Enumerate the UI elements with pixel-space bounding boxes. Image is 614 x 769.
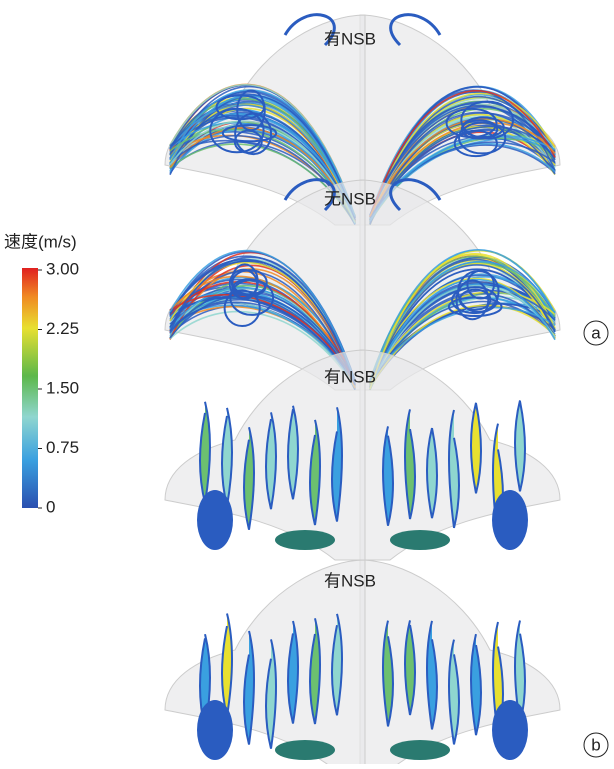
colorbar-tick-label: 2.25 (46, 319, 79, 338)
panel-label: 有NSB (324, 571, 376, 590)
panel-letter: b (591, 735, 600, 754)
panel-label: 有NSB (324, 29, 376, 48)
panel-letter: a (591, 323, 601, 342)
slice (492, 700, 528, 760)
slice (197, 490, 233, 550)
colorbar-tick-label: 3.00 (46, 259, 79, 278)
slice (197, 700, 233, 760)
slice (275, 740, 335, 760)
slice (275, 530, 335, 550)
nasal-cavity (165, 560, 365, 764)
colorbar-title: 速度(m/s) (4, 232, 77, 251)
slice (390, 530, 450, 550)
nasal-cavity (360, 350, 560, 560)
panel-label: 有NSB (324, 367, 376, 386)
nasal-cavity (360, 560, 560, 764)
colorbar-tick-label: 0.75 (46, 438, 79, 457)
figure: 有NSB 无NSB 有NSB 有NSB a b 速度(m/s) 3.00 2.25… (0, 0, 614, 764)
colorbar-tick-label: 0 (46, 497, 55, 516)
slice (492, 490, 528, 550)
colorbar (22, 268, 38, 508)
colorbar-tick-label: 1.50 (46, 378, 79, 397)
panel-label: 无NSB (324, 189, 376, 208)
slice (390, 740, 450, 760)
flow-visualization (165, 15, 560, 764)
